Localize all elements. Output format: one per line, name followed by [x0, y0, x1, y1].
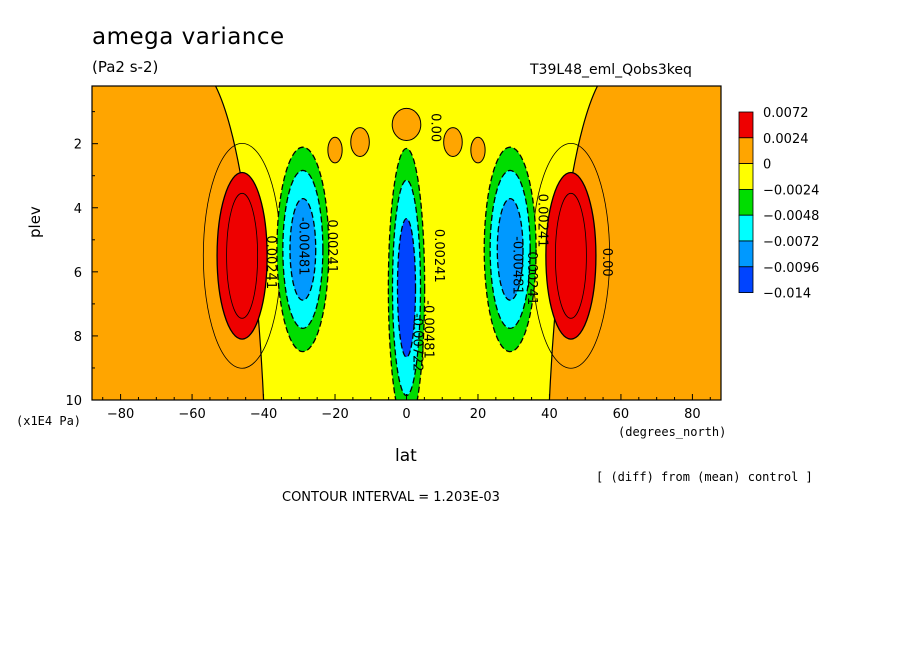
x-tick-label: 80	[684, 407, 701, 422]
top-island-0	[350, 127, 370, 157]
legend-label: −0.014	[763, 287, 811, 302]
contour-label: 0.00241	[535, 194, 550, 248]
legend-label: 0.0072	[763, 106, 809, 121]
x-tick-label: −80	[107, 407, 134, 422]
top-island-3	[470, 136, 486, 164]
legend-label: −0.0072	[763, 235, 819, 250]
region-south-positive-max	[216, 171, 268, 340]
x-tick-label: −60	[178, 407, 205, 422]
contour-label: 0.00241	[263, 235, 278, 289]
x-tick-label: 40	[541, 407, 558, 422]
run-label: T39L48_eml_Qobs3keq	[530, 62, 692, 78]
legend-swatch	[738, 266, 754, 293]
region-north-positive-max	[545, 171, 597, 340]
y-tick-label: 6	[74, 266, 82, 281]
legend-swatch	[738, 137, 754, 165]
y-tick-label: 4	[74, 202, 82, 217]
x-axis-label: lat	[395, 446, 417, 466]
plot-area: 0.00241 -0.00481 0.00241 0.00241-0.00722-0.…	[92, 86, 721, 400]
x-tick-label: 60	[613, 407, 630, 422]
diff-note: [ (diff) from (mean) control ]	[596, 470, 813, 484]
region-equator-negative-min-band-2	[396, 217, 417, 358]
contour-label: 0.00241	[324, 219, 339, 273]
legend-swatch	[738, 188, 754, 216]
legend-swatch	[738, 111, 754, 139]
region-north-positive-max-inner-contour	[554, 192, 587, 319]
y-axis-units: (x1E4 Pa)	[16, 414, 82, 428]
top-island-1	[443, 127, 463, 157]
legend-swatch	[738, 214, 754, 242]
legend-label: 0.0024	[763, 132, 809, 147]
legend-swatch	[738, 240, 754, 268]
top-island-4	[391, 107, 422, 141]
contour-label: 0.00241	[431, 229, 446, 283]
region-south-positive-max-inner-contour	[226, 192, 259, 319]
legend-label: 0	[763, 158, 771, 173]
contour-label: 0.00	[428, 113, 443, 142]
contour-interval: CONTOUR INTERVAL = 1.203E-03	[282, 490, 500, 505]
legend-swatch	[738, 163, 754, 190]
contour-label: -0.00481	[420, 300, 435, 358]
region-north-negative-min-band-2	[496, 198, 524, 301]
contour-label: -0.00481	[295, 217, 310, 275]
top-island-2	[327, 136, 343, 164]
contour-label: -0.00722	[410, 313, 425, 371]
contour-label: -0.00481	[510, 236, 525, 294]
x-axis-units: (degrees_north)	[618, 425, 727, 439]
legend-label: −0.0096	[763, 261, 819, 276]
x-tick-label: 20	[470, 407, 487, 422]
region-south-negative-min-band-2	[289, 198, 317, 301]
x-tick-label: −40	[250, 407, 277, 422]
x-tick-label: −20	[321, 407, 348, 422]
contour-label: 0.00	[599, 248, 614, 277]
y-tick-label: 10	[65, 394, 82, 409]
y-tick-label: 2	[74, 138, 82, 153]
chart-units: (Pa2 s-2)	[92, 58, 159, 76]
contour-label: 0.00241	[524, 251, 539, 305]
legend-label: −0.0048	[763, 209, 819, 224]
chart-title: amega variance	[92, 24, 285, 50]
x-tick-label: 0	[402, 407, 410, 422]
y-tick-label: 8	[74, 330, 82, 345]
legend-label: −0.0024	[763, 183, 819, 198]
